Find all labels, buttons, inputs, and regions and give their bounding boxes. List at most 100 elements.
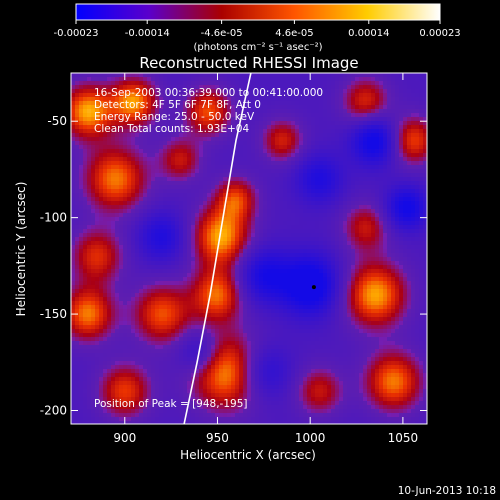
heatmap-cell (343, 177, 348, 182)
heatmap-cell (207, 77, 212, 82)
heatmap-cell (311, 253, 316, 258)
heatmap-cell (143, 157, 148, 162)
heatmap-cell (147, 169, 152, 174)
heatmap-cell (195, 197, 200, 202)
heatmap-cell (195, 73, 200, 78)
heatmap-cell (95, 213, 100, 218)
heatmap-cell (371, 177, 376, 182)
heatmap-cell (379, 137, 384, 142)
heatmap-cell (423, 257, 427, 262)
heatmap-cell (219, 237, 224, 242)
heatmap-cell (291, 173, 296, 178)
heatmap-cell (299, 93, 304, 98)
heatmap-cell (359, 237, 364, 242)
heatmap-cell (391, 281, 396, 286)
heatmap-cell (383, 277, 388, 282)
heatmap-cell (219, 81, 224, 86)
heatmap-cell (271, 137, 276, 142)
heatmap-cell (207, 221, 212, 226)
heatmap-cell (139, 177, 144, 182)
heatmap-cell (263, 281, 268, 286)
heatmap-cell (159, 177, 164, 182)
heatmap-cell (243, 137, 248, 142)
heatmap-cell (243, 129, 248, 134)
heatmap-cell (327, 93, 332, 98)
heatmap-cell (311, 121, 316, 126)
heatmap-cell (395, 117, 400, 122)
heatmap-cell (243, 289, 248, 294)
heatmap-cell (295, 221, 300, 226)
heatmap-cell (215, 281, 220, 286)
heatmap-cell (123, 177, 128, 182)
heatmap-cell (163, 273, 168, 278)
heatmap-cell (419, 265, 424, 270)
heatmap-cell (207, 165, 212, 170)
heatmap-cell (403, 89, 408, 94)
heatmap-cell (303, 177, 308, 182)
heatmap-cell (323, 221, 328, 226)
heatmap-cell (131, 173, 136, 178)
heatmap-cell (423, 277, 427, 282)
heatmap-cell (143, 149, 148, 154)
heatmap-cell (215, 277, 220, 282)
heatmap-cell (243, 249, 248, 254)
heatmap-cell (259, 181, 264, 186)
heatmap-cell (343, 109, 348, 114)
heatmap-cell (111, 121, 116, 126)
heatmap-cell (187, 109, 192, 114)
heatmap-cell (351, 293, 356, 298)
heatmap-cell (319, 249, 324, 254)
heatmap-cell (395, 261, 400, 266)
heatmap-cell (275, 277, 280, 282)
heatmap-cell (99, 181, 104, 186)
heatmap-cell (391, 289, 396, 294)
heatmap-cell (375, 181, 380, 186)
heatmap-cell (407, 77, 412, 82)
heatmap-cell (323, 73, 328, 78)
heatmap-cell (219, 169, 224, 174)
heatmap-cell (251, 117, 256, 122)
heatmap-cell (235, 145, 240, 150)
heatmap-cell (371, 145, 376, 150)
heatmap-cell (135, 229, 140, 234)
heatmap-cell (379, 169, 384, 174)
heatmap-cell (91, 157, 96, 162)
heatmap-cell (267, 105, 272, 110)
heatmap-cell (127, 285, 132, 290)
heatmap-cell (79, 289, 84, 294)
heatmap-cell (223, 225, 228, 230)
heatmap-cell (423, 173, 427, 178)
heatmap-cell (191, 177, 196, 182)
heatmap-cell (71, 157, 76, 162)
heatmap-cell (91, 73, 96, 78)
heatmap-cell (307, 173, 312, 178)
heatmap-cell (203, 185, 208, 190)
heatmap-cell (131, 249, 136, 254)
heatmap-cell (279, 221, 284, 226)
heatmap-cell (367, 285, 372, 290)
heatmap-cell (135, 137, 140, 142)
heatmap-cell (283, 137, 288, 142)
heatmap-cell (151, 169, 156, 174)
heatmap-cell (283, 213, 288, 218)
heatmap-cell (135, 241, 140, 246)
heatmap-cell (303, 137, 308, 142)
heatmap-cell (135, 177, 140, 182)
heatmap-cell (119, 85, 124, 90)
heatmap-cell (355, 225, 360, 230)
heatmap-cell (187, 205, 192, 210)
heatmap-cell (115, 169, 120, 174)
heatmap-cell (215, 165, 220, 170)
heatmap-cell (347, 73, 352, 78)
heatmap-cell (407, 277, 412, 282)
heatmap-cell (239, 229, 244, 234)
heatmap-cell (403, 109, 408, 114)
heatmap-cell (267, 101, 272, 106)
heatmap-cell (203, 289, 208, 294)
heatmap-cell (363, 245, 368, 250)
heatmap-cell (367, 257, 372, 262)
heatmap-cell (267, 205, 272, 210)
heatmap-cell (207, 205, 212, 210)
heatmap-cell (419, 261, 424, 266)
heatmap-cell (331, 125, 336, 130)
